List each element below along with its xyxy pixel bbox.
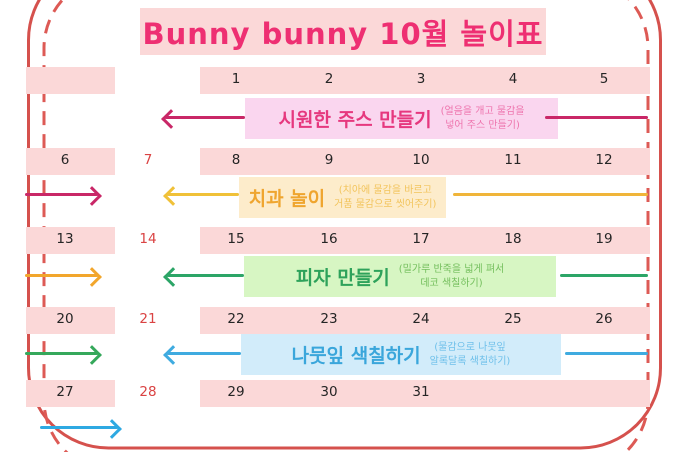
date-cell-sunday: 14 (139, 231, 157, 247)
activity-title: 피자 만들기 (295, 267, 390, 289)
date-cell: 11 (504, 152, 522, 168)
date-cell: 2 (324, 71, 334, 87)
date-cell: 26 (595, 311, 613, 327)
title-banner: Bunny bunny 10월 놀이표 (140, 8, 546, 55)
date-cell: 6 (60, 152, 70, 168)
date-cell-sunday: 21 (139, 311, 157, 327)
week1-activity-left-arrow-icon (165, 116, 245, 119)
date-cell: 18 (504, 231, 522, 247)
date-cell-sunday: 7 (143, 152, 153, 168)
week3-activity-right-line (560, 274, 648, 277)
date-cell: 9 (324, 152, 334, 168)
week4-activity-right-line (565, 352, 648, 355)
date-cell: 15 (227, 231, 245, 247)
week1-weekday-band (200, 67, 650, 94)
activity-note: (치아에 물감을 바르고 거품 물감으로 씻어주기) (334, 185, 437, 210)
date-cell: 12 (595, 152, 613, 168)
date-cell: 8 (231, 152, 241, 168)
week4-activity-left-arrow-icon (167, 352, 241, 355)
week2-activity-label: 치과 놀이 (치아에 물감을 바르고 거품 물감으로 씻어주기) (239, 177, 446, 218)
date-cell: 20 (56, 311, 74, 327)
activity-note: (물감으로 나뭇잎 알록달록 색칠하기) (429, 342, 511, 367)
date-cell: 22 (227, 311, 245, 327)
week3-activity-label: 피자 만들기 (밀가루 반죽을 넓게 펴서 데코 색칠하기) (244, 256, 556, 297)
date-cell: 1 (231, 71, 241, 87)
week2-saturday-band (26, 148, 115, 175)
activity-note: (밀가루 반죽을 넓게 펴서 데코 색칠하기) (398, 264, 505, 289)
date-cell: 27 (56, 384, 74, 400)
date-cell: 25 (504, 311, 522, 327)
date-cell: 30 (320, 384, 338, 400)
date-cell: 19 (595, 231, 613, 247)
week2-continuation-arrow-icon (25, 274, 98, 277)
date-cell-sunday: 28 (139, 384, 157, 400)
date-cell: 29 (227, 384, 245, 400)
activity-title: 치과 놀이 (248, 188, 326, 210)
week1-activity-label: 시원한 주스 만들기 (얼음을 개고 물감을 넣어 주스 만들기) (245, 98, 558, 139)
activity-note: (얼음을 개고 물감을 넣어 주스 만들기) (440, 106, 525, 131)
date-cell: 13 (56, 231, 74, 247)
week2-weekday-band (200, 148, 650, 175)
week5-weekday-band (200, 380, 650, 407)
week3-continuation-arrow-icon (25, 352, 98, 355)
week2-activity-left-arrow-icon (167, 193, 239, 196)
date-cell: 5 (599, 71, 609, 87)
week1-saturday-band (26, 67, 115, 94)
week5-saturday-band (26, 380, 115, 407)
week3-saturday-band (26, 227, 115, 254)
date-cell: 16 (320, 231, 338, 247)
date-cell: 4 (508, 71, 518, 87)
week2-activity-right-line (453, 193, 648, 196)
calendar-title: Bunny bunny 10월 놀이표 (142, 16, 544, 51)
activity-title: 나뭇잎 색칠하기 (291, 345, 421, 367)
week4-weekday-band (200, 307, 650, 334)
activity-title: 시원한 주스 만들기 (278, 109, 432, 131)
date-cell: 17 (412, 231, 430, 247)
week4-continuation-arrow-icon (40, 426, 118, 429)
date-cell: 24 (412, 311, 430, 327)
date-cell: 31 (412, 384, 430, 400)
week1-continuation-arrow-icon (25, 193, 98, 196)
week3-weekday-band (200, 227, 650, 254)
week1-activity-right-line (545, 116, 648, 119)
date-cell: 23 (320, 311, 338, 327)
week4-activity-label: 나뭇잎 색칠하기 (물감으로 나뭇잎 알록달록 색칠하기) (241, 334, 561, 375)
week4-saturday-band (26, 307, 115, 334)
date-cell: 3 (416, 71, 426, 87)
date-cell: 10 (412, 152, 430, 168)
week3-activity-left-arrow-icon (167, 274, 244, 277)
